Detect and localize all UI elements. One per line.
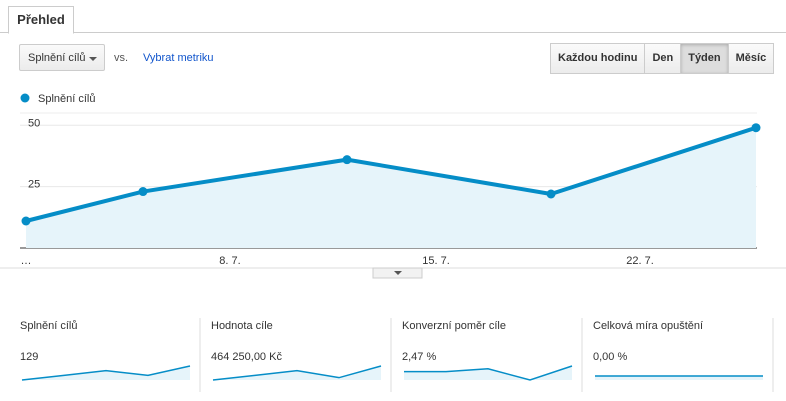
metric-label: Hodnota cíle — [211, 320, 273, 332]
sparkline — [212, 365, 382, 381]
point — [342, 155, 352, 165]
metric-value: 464 250,00 Kč — [211, 351, 282, 363]
sparkline — [404, 365, 573, 381]
x-tick-label: 22. 7. — [626, 255, 654, 267]
tab[interactable]: Přehled — [8, 6, 74, 34]
point — [138, 187, 148, 197]
metric-value: 0,00 % — [593, 351, 627, 363]
sparkline-area — [213, 366, 381, 380]
y-tick-label: 25 — [28, 179, 40, 191]
legend-label: Splnění cílů — [38, 93, 95, 105]
metric-label: Celková míra opuštění — [593, 320, 703, 332]
sparkline-area — [22, 366, 190, 380]
metric-label: Konverzní poměr cíle — [402, 320, 506, 332]
period-buttons: Každou hodinu Den Týden Měsíc — [550, 43, 775, 74]
metric-dropdown[interactable]: Splnění cílů — [19, 44, 105, 71]
metric-label: Splnění cílů — [20, 320, 77, 332]
metric-value: 2,47 % — [402, 351, 436, 363]
vs-label: vs. — [114, 52, 129, 64]
sparkline — [21, 365, 191, 381]
period-button[interactable]: Týden — [680, 43, 729, 74]
point — [21, 216, 31, 226]
x-tick-label: … — [21, 255, 32, 267]
legend-marker — [20, 93, 30, 103]
add-metric-link[interactable]: Vybrat metriku — [143, 52, 214, 64]
y-tick-label: 50 — [28, 117, 40, 129]
divider — [0, 32, 786, 33]
collapse-arrow — [394, 271, 402, 275]
sparkline-area — [595, 376, 763, 380]
point — [546, 189, 556, 199]
metric-value: 129 — [20, 351, 38, 363]
period-button[interactable]: Měsíc — [727, 43, 775, 74]
sparkline-area — [404, 366, 572, 380]
period-button[interactable]: Den — [644, 43, 682, 74]
area — [26, 127, 756, 248]
x-tick-label: 15. 7. — [422, 255, 450, 267]
x-tick-label: 8. 7. — [219, 255, 240, 267]
point — [751, 123, 761, 133]
